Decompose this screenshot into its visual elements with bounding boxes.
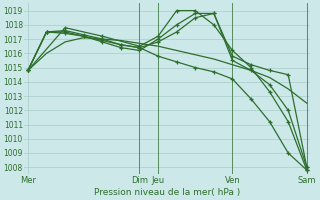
- X-axis label: Pression niveau de la mer( hPa ): Pression niveau de la mer( hPa ): [94, 188, 241, 197]
